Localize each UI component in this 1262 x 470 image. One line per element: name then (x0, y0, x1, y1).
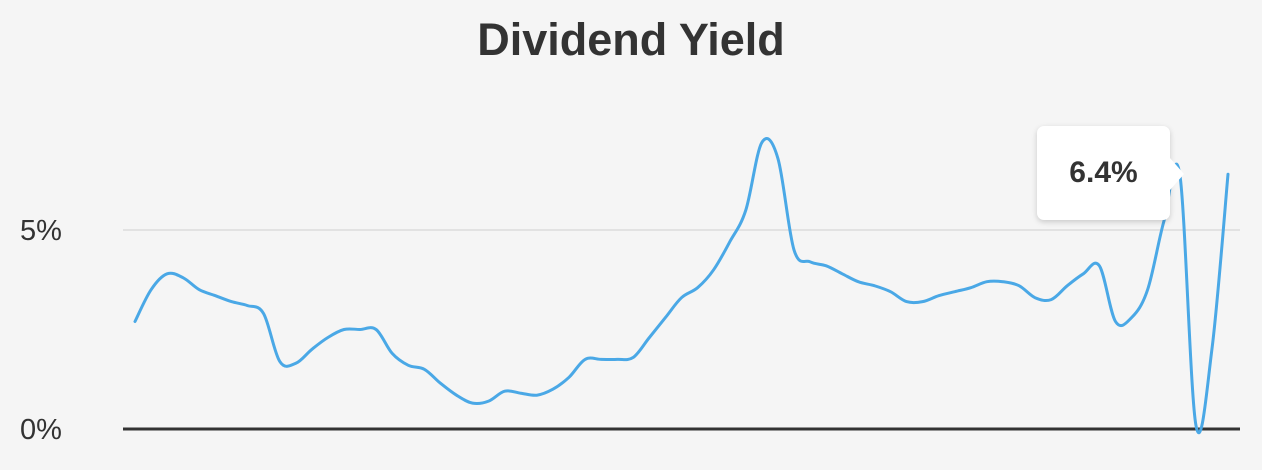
y-tick-label: 0% (20, 414, 62, 446)
chart-title: Dividend Yield (477, 14, 785, 65)
tooltip-value: 6.4% (1069, 156, 1138, 189)
y-tick-label: 5% (20, 215, 62, 247)
series-line (133, 137, 1230, 435)
grid-layer (123, 229, 1240, 431)
value-tooltip: 6.4% (1037, 126, 1184, 220)
y-axis-labels: 0% 5% (20, 215, 62, 446)
